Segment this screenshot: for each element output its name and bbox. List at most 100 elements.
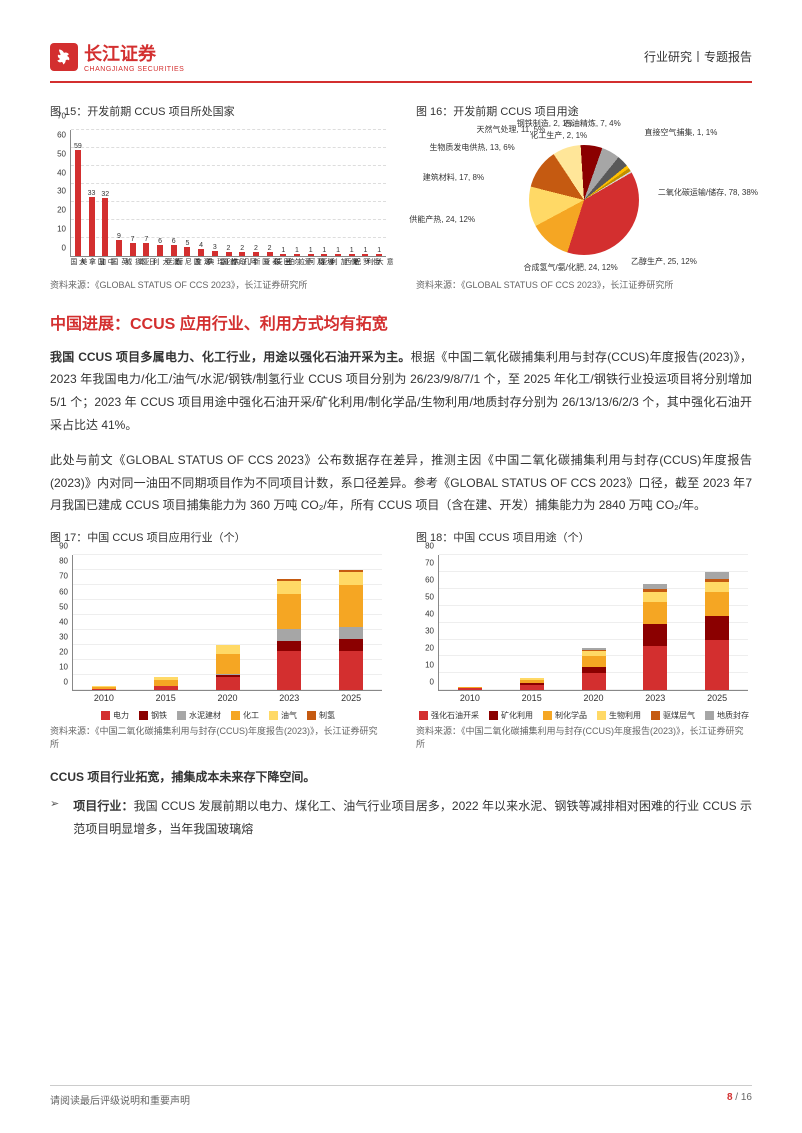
brand-name-en: CHANGJIANG SECURITIES (84, 66, 184, 73)
bullet-1-content: 项目行业：我国 CCUS 发展前期以电力、煤化工、油气行业项目居多，2022 年… (73, 795, 752, 841)
pie-label: 生物质发电供热, 13, 6% (429, 143, 514, 153)
bar (253, 252, 259, 256)
figure-17: 图 17：中国 CCUS 项目应用行业（个） 01020304050607080… (50, 529, 386, 750)
bar (212, 251, 218, 256)
fig18-source: 资料来源：《中国二氧化碳捕集利用与封存(CCUS)年度报告(2023)》，长江证… (416, 725, 752, 750)
fig15-y-axis: 010203040506070 (50, 125, 68, 257)
bullet-arrow-icon: ➢ (50, 797, 59, 810)
bar (376, 254, 382, 256)
brand-name: 长江证券 (84, 40, 184, 66)
legend-item: 化工 (231, 710, 259, 721)
subheading: CCUS 项目行业拓宽，捕集成本未来存下降空间。 (50, 768, 752, 785)
page-current: 8 (727, 1092, 733, 1103)
legend-item: 制化学品 (543, 710, 587, 721)
bar (267, 252, 273, 256)
bullet-1: ➢ 项目行业：我国 CCUS 发展前期以电力、煤化工、油气行业项目居多，2022… (50, 795, 752, 841)
pie-label: 乙醇生产, 25, 12% (631, 257, 697, 267)
page-footer: 请阅读最后评级说明和重要声明 8 / 16 (50, 1085, 752, 1107)
bar (171, 245, 177, 256)
stacked-bar (582, 648, 606, 690)
stacked-bar (458, 687, 482, 690)
fig16-pie (529, 145, 639, 255)
fig15-title: 图 15：开发前期 CCUS 项目所处国家 (50, 103, 386, 119)
bullet-1-text: 我国 CCUS 发展前期以电力、煤化工、油气行业项目居多，2022 年以来水泥、… (73, 799, 752, 836)
bar (321, 254, 327, 256)
legend-item: 生物利用 (597, 710, 641, 721)
fig17-plot-area: 20102015202020232025 (72, 555, 382, 691)
pie-label: 供能产热, 24, 12% (409, 215, 475, 225)
fig16-source: 资料来源：《GLOBAL STATUS OF CCS 2023》，长江证券研究所 (416, 279, 752, 292)
pie-label: 二氧化碳运输/储存, 78, 38% (658, 188, 758, 198)
bar (294, 254, 300, 256)
pie-label: 合成氢气/氨/化肥, 24, 12% (524, 263, 618, 273)
bar (89, 197, 95, 256)
rooster-icon (50, 43, 78, 71)
figure-16: 图 16：开发前期 CCUS 项目用途 二氧化碳运输/储存, 78, 38%乙醇… (416, 103, 752, 292)
fig17-y-axis: 0102030405060708090 (50, 555, 70, 691)
para1-bold: 我国 CCUS 项目多属电力、化工行业，用途以强化石油开采为主。 (50, 350, 411, 364)
bullet-1-label: 项目行业： (73, 799, 133, 813)
bar (102, 198, 108, 256)
bar (239, 252, 245, 256)
legend-item: 制氢 (307, 710, 335, 721)
legend-item: 驱煤层气 (651, 710, 695, 721)
bar (157, 245, 163, 256)
stacked-bar (643, 584, 667, 690)
fig17-source: 资料来源：《中国二氧化碳捕集利用与封存(CCUS)年度报告(2023)》，长江证… (50, 725, 386, 750)
figure-row-15-16: 图 15：开发前期 CCUS 项目所处国家 010203040506070 59… (50, 103, 752, 292)
bar (335, 254, 341, 256)
figure-15: 图 15：开发前期 CCUS 项目所处国家 010203040506070 59… (50, 103, 386, 292)
bar (349, 254, 355, 256)
stacked-bar (520, 678, 544, 690)
bar (75, 150, 81, 256)
fig18-plot-area: 20102015202020232025 (438, 555, 748, 691)
footer-disclaimer: 请阅读最后评级说明和重要声明 (50, 1092, 190, 1107)
fig17-title: 图 17：中国 CCUS 项目应用行业（个） (50, 529, 386, 545)
page-header: 长江证券 CHANGJIANG SECURITIES 行业研究丨专题报告 (50, 40, 752, 83)
legend-item: 钢铁 (139, 710, 167, 721)
stacked-bar (92, 686, 116, 691)
fig15-plot-area: 59美国33加拿大32中国9英国7挪威7日本6澳大利亚6荷兰5印度尼西亚4法国3… (70, 130, 386, 257)
bar (130, 243, 136, 256)
fig18-y-axis: 01020304050607080 (416, 555, 436, 691)
fig15-source: 资料来源：《GLOBAL STATUS OF CCS 2023》，长江证券研究所 (50, 279, 386, 292)
bar (184, 247, 190, 256)
pie-label: 直接空气捕集, 1, 1% (644, 128, 717, 138)
paragraph-1: 我国 CCUS 项目多属电力、化工行业，用途以强化石油开采为主。根据《中国二氧化… (50, 346, 752, 437)
fig15-chart: 010203040506070 59美国33加拿大32中国9英国7挪威7日本6澳… (50, 125, 386, 275)
fig18-chart: 01020304050607080 20102015202020232025 强… (416, 551, 752, 721)
bar (226, 252, 232, 256)
stacked-bar (154, 677, 178, 691)
bar (198, 249, 204, 256)
bar (362, 254, 368, 256)
legend-item: 强化石油开采 (419, 710, 479, 721)
stacked-bar (277, 579, 301, 690)
bar (308, 254, 314, 256)
paragraph-2: 此处与前文《GLOBAL STATUS OF CCS 2023》公布数据存在差异… (50, 449, 752, 517)
footer-page-number: 8 / 16 (727, 1092, 752, 1107)
bar (143, 243, 149, 256)
fig18-legend: 强化石油开采矿化利用制化学品生物利用驱煤层气地质封存 (416, 710, 752, 721)
stacked-bar (216, 645, 240, 690)
figure-row-17-18: 图 17：中国 CCUS 项目应用行业（个） 01020304050607080… (50, 529, 752, 750)
fig17-legend: 电力钢铁水泥建材化工油气制氢 (50, 710, 386, 721)
figure-18: 图 18：中国 CCUS 项目用途（个） 01020304050607080 2… (416, 529, 752, 750)
legend-item: 水泥建材 (177, 710, 221, 721)
legend-item: 地质封存 (705, 710, 749, 721)
bar (116, 240, 122, 256)
fig18-title: 图 18：中国 CCUS 项目用途（个） (416, 529, 752, 545)
brand-text-block: 长江证券 CHANGJIANG SECURITIES (84, 40, 184, 73)
section-title: 中国进展：CCUS 应用行业、利用方式均有拓宽 (50, 310, 752, 334)
brand-logo-block: 长江证券 CHANGJIANG SECURITIES (50, 40, 184, 73)
pie-label: 化工生产, 2, 1% (530, 131, 587, 141)
stacked-bar (705, 572, 729, 690)
fig17-chart: 0102030405060708090 20102015202020232025… (50, 551, 386, 721)
legend-item: 矿化利用 (489, 710, 533, 721)
fig16-chart: 二氧化碳运输/储存, 78, 38%乙醇生产, 25, 12%合成氢气/氨/化肥… (416, 125, 752, 275)
stacked-bar (339, 570, 363, 690)
page-total: 16 (741, 1092, 752, 1103)
fig16-title: 图 16：开发前期 CCUS 项目用途 (416, 103, 752, 119)
pie-label: 建筑材料, 17, 8% (423, 173, 484, 183)
legend-item: 油气 (269, 710, 297, 721)
bar (280, 254, 286, 256)
